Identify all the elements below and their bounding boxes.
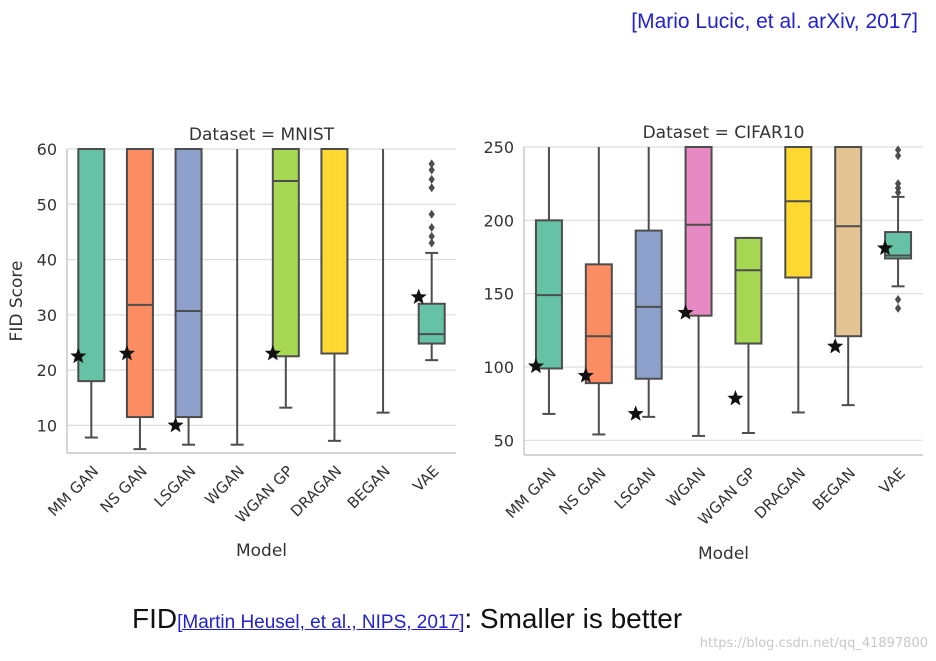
y-tick-label: 50 — [494, 431, 514, 450]
box-iqr — [684, 146, 713, 317]
y-tick-label: 10 — [37, 416, 57, 435]
box-iqr — [834, 146, 863, 338]
box-iqr — [77, 148, 106, 383]
x-axis-label: Model — [698, 544, 749, 564]
box-plot-figure: 10 20 30 40 50 60 Dataset = MNIST Model FID Scor… — [7, 123, 923, 564]
box-began: BEGAN — [809, 146, 863, 514]
y-tick-label: 200 — [483, 211, 514, 230]
best-score-star — [577, 367, 594, 383]
box-iqr — [734, 236, 763, 345]
box-iqr — [634, 229, 663, 380]
outlier-point — [428, 231, 435, 241]
outlier-point — [428, 238, 435, 248]
box-iqr — [320, 148, 349, 355]
y-tick-label: 60 — [37, 140, 57, 159]
box-iqr — [174, 148, 203, 419]
box-lsgan: LSGAN — [611, 147, 663, 513]
x-tick-label: VAE — [876, 464, 909, 497]
box-mm-gan: MM GAN — [502, 147, 563, 522]
y-tick-label: 30 — [37, 306, 57, 325]
y-tick-label: 40 — [37, 251, 57, 270]
chart-2: 50 100 150 200 250 Dataset = CIFAR10 Model MM G… — [483, 123, 923, 564]
outlier-point — [894, 145, 902, 155]
box-vae: VAE — [409, 159, 446, 495]
outlier-point — [428, 174, 435, 184]
caption-reference-link[interactable]: [Martin Heusel, et al., NIPS, 2017] — [177, 612, 465, 633]
box-vae: VAE — [876, 145, 913, 497]
box-iqr — [271, 148, 300, 358]
outlier-point — [428, 183, 435, 193]
y-tick-label: 50 — [37, 195, 57, 214]
citation: [Mario Lucic, et al. arXiv, 2017] — [631, 10, 918, 33]
best-score-star — [727, 390, 744, 406]
box-ns-gan: NS GAN — [555, 147, 613, 518]
x-tick-label: NS GAN — [555, 464, 609, 518]
caption-prefix: FID — [132, 603, 178, 634]
y-tick-label: 20 — [37, 361, 57, 380]
caption-suffix: : Smaller is better — [464, 603, 683, 634]
x-tick-label: MM GAN — [502, 464, 560, 522]
box-wgan: WGAN — [663, 146, 713, 511]
outlier-point — [428, 159, 435, 169]
x-tick-label: VAE — [409, 462, 442, 495]
box-iqr — [784, 146, 813, 279]
x-tick-label: WGAN — [201, 462, 248, 509]
best-score-star — [167, 416, 184, 433]
best-score-star — [264, 345, 281, 361]
box-iqr — [584, 263, 613, 385]
best-score-star — [876, 239, 894, 256]
outlier-point — [894, 179, 902, 189]
box-wgan: WGAN — [201, 149, 248, 509]
outlier-point — [894, 151, 902, 161]
best-score-star — [118, 345, 136, 361]
outlier-point — [428, 222, 435, 232]
best-score-star — [627, 405, 644, 421]
x-tick-label: LSGAN — [151, 462, 200, 511]
x-tick-label: BEGAN — [344, 462, 394, 512]
box-began: BEGAN — [344, 149, 394, 512]
x-axis-label: Model — [236, 541, 287, 561]
y-tick-label: 150 — [483, 285, 514, 304]
outlier-point — [894, 303, 902, 313]
outlier-point — [894, 295, 902, 305]
x-tick-label: WGAN — [663, 464, 710, 511]
x-tick-label: DRAGAN — [751, 464, 809, 522]
box-iqr — [417, 302, 446, 345]
best-score-star — [677, 304, 694, 320]
x-tick-label: MM GAN — [44, 462, 102, 520]
x-tick-label: DRAGAN — [287, 462, 345, 520]
x-tick-label: LSGAN — [611, 464, 660, 513]
best-score-star — [527, 357, 545, 374]
watermark: https://blog.csdn.net/qq_41897800 — [699, 636, 928, 651]
best-score-star — [827, 337, 844, 354]
outlier-point — [428, 165, 435, 175]
chart-title: Dataset = CIFAR10 — [643, 123, 805, 143]
outlier-point — [428, 209, 435, 219]
y-axis-label: FID Score — [7, 261, 27, 342]
best-score-star — [70, 347, 87, 364]
box-iqr — [125, 148, 154, 419]
chart-title: Dataset = MNIST — [189, 125, 335, 145]
caption: FID[Martin Heusel, et al., NIPS, 2017]: … — [132, 603, 682, 635]
y-tick-label: 100 — [483, 358, 514, 377]
box-iqr — [884, 231, 913, 260]
x-tick-label: BEGAN — [809, 464, 859, 514]
x-tick-label: NS GAN — [97, 462, 151, 516]
best-score-star — [410, 288, 427, 305]
y-tick-label: 250 — [483, 138, 514, 157]
box-lsgan: LSGAN — [151, 148, 203, 511]
chart-1: 10 20 30 40 50 60 Dataset = MNIST Model FID Scor… — [7, 125, 456, 561]
